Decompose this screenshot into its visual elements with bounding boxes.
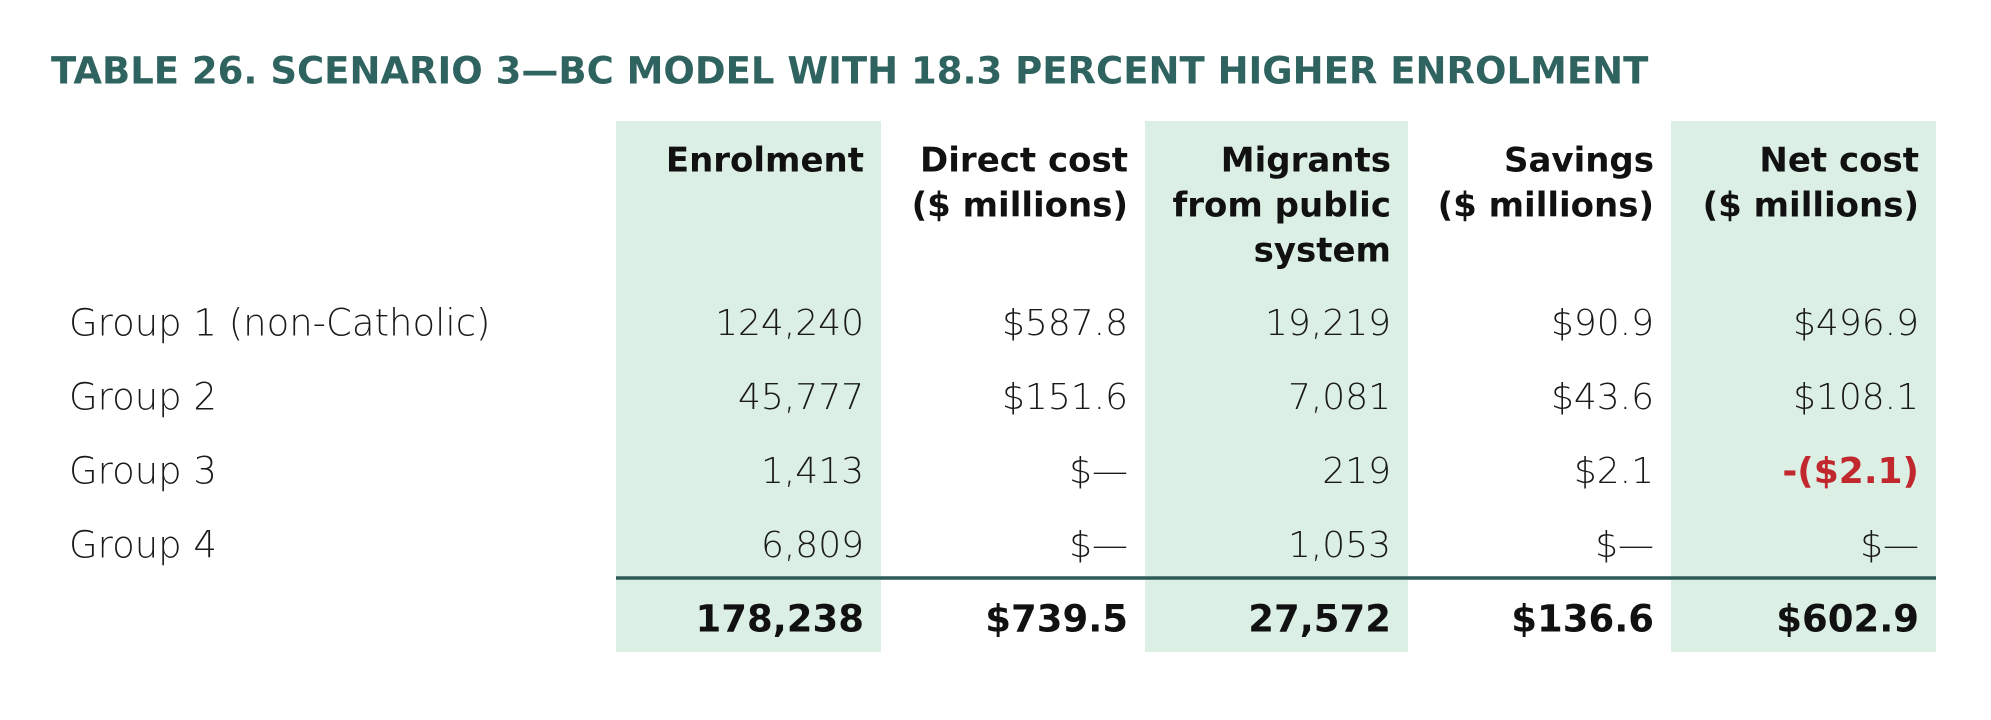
cell: $43.6: [1551, 377, 1654, 418]
table-title: TABLE 26. SCENARIO 3—BC MODEL WITH 18.3 …: [51, 50, 1649, 93]
cell: $108.1: [1793, 377, 1919, 418]
row-label: Group 3: [69, 450, 217, 493]
column-shade: [616, 121, 881, 652]
column-header: Savings: [1504, 141, 1654, 181]
column-header: Direct cost: [920, 141, 1128, 181]
column-header: Migrants: [1221, 141, 1391, 181]
cell: 7,081: [1288, 377, 1391, 418]
column-header: system: [1254, 231, 1391, 271]
cell: 124,240: [715, 303, 864, 344]
row-label: Group 4: [69, 524, 217, 567]
cell: $2.1: [1574, 451, 1654, 492]
cell: 1,413: [761, 451, 864, 492]
cell: 1,053: [1288, 525, 1391, 566]
column-header: Enrolment: [666, 141, 864, 181]
cell: -($2.1): [1782, 451, 1919, 492]
total-cell: 27,572: [1248, 598, 1391, 641]
cell: $—: [1860, 525, 1919, 566]
cell: $587.8: [1002, 303, 1128, 344]
column-shade: [1145, 121, 1408, 652]
cell: $—: [1069, 525, 1128, 566]
column-header: Net cost: [1759, 141, 1919, 181]
row-label: Group 1 (non-Catholic): [69, 302, 490, 345]
cell: 19,219: [1265, 303, 1391, 344]
column-header: from public: [1172, 186, 1391, 226]
column-header: ($ millions): [912, 186, 1128, 226]
cell: $—: [1069, 451, 1128, 492]
column-header: ($ millions): [1438, 186, 1654, 226]
total-cell: 178,238: [695, 598, 864, 641]
total-cell: $136.6: [1511, 598, 1654, 641]
cell: $90.9: [1551, 303, 1654, 344]
total-cell: $739.5: [985, 598, 1128, 641]
cell: $151.6: [1002, 377, 1128, 418]
cell: 6,809: [761, 525, 864, 566]
cell: $—: [1595, 525, 1654, 566]
column-shade: [1671, 121, 1936, 652]
cell: $496.9: [1793, 303, 1919, 344]
total-cell: $602.9: [1776, 598, 1919, 641]
cell: 219: [1322, 451, 1391, 492]
row-label: Group 2: [69, 376, 217, 419]
cell: 45,777: [738, 377, 864, 418]
column-header: ($ millions): [1703, 186, 1919, 226]
